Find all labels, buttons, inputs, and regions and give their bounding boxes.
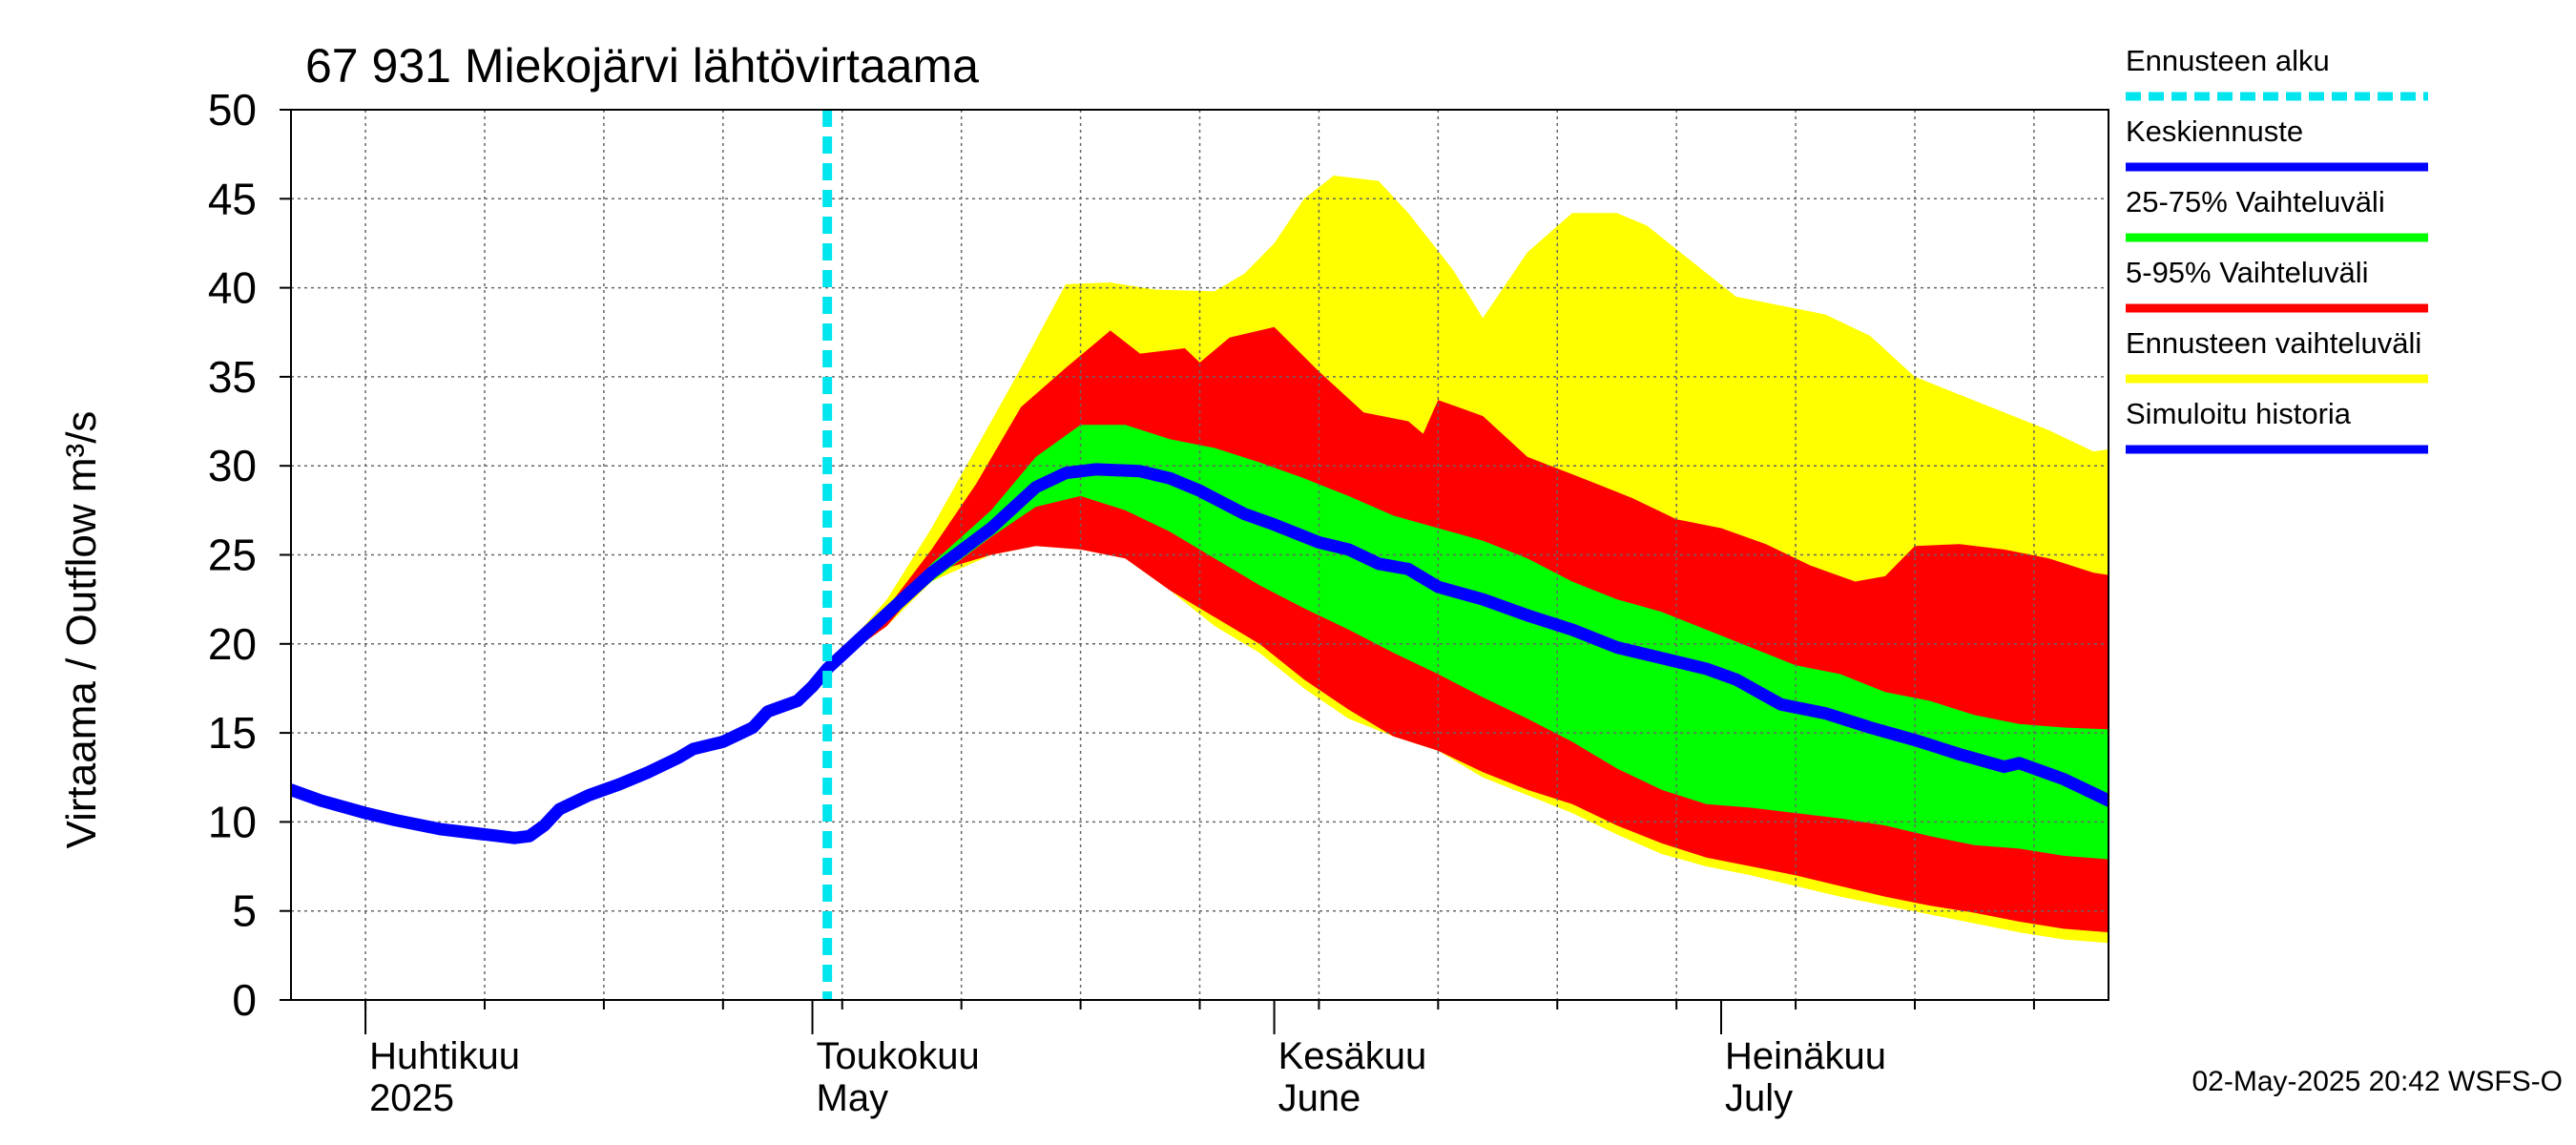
- y-axis-label: Virtaama / Outflow m³/s: [58, 411, 105, 849]
- y-tick-label: 20: [208, 619, 257, 669]
- y-tick-label: 10: [208, 797, 257, 846]
- y-tick-label: 50: [208, 85, 257, 135]
- y-tick-label: 5: [232, 886, 257, 936]
- legend-label: 5-95% Vaihteluväli: [2126, 256, 2368, 289]
- legend-label: Ennusteen alku: [2126, 44, 2330, 77]
- x-month-label: June: [1278, 1077, 1361, 1119]
- axes: 05101520253035404550Huhtikuu2025Toukokuu…: [208, 85, 2109, 1119]
- y-tick-label: 35: [208, 352, 257, 402]
- forecast-bands: [827, 176, 2109, 944]
- y-tick-label: 30: [208, 441, 257, 490]
- timestamp-footer: 02-May-2025 20:42 WSFS-O: [2192, 1066, 2564, 1097]
- y-tick-label: 25: [208, 531, 257, 580]
- y-tick-label: 0: [232, 975, 257, 1025]
- legend: Ennusteen alku Keskiennuste 25-75% Vaihtel…: [2126, 44, 2428, 454]
- band-25-75-vaihteluv-li: [827, 425, 2109, 860]
- x-month-label: 2025: [369, 1077, 454, 1119]
- x-month-label: Huhtikuu: [369, 1035, 520, 1077]
- x-month-label: May: [817, 1077, 889, 1119]
- legend-label: 25-75% Vaihteluväli: [2126, 185, 2385, 219]
- median-forecast-line: [821, 463, 2109, 807]
- grid: [291, 109, 2109, 1000]
- x-month-label: Heinäkuu: [1725, 1035, 1886, 1077]
- x-month-label: July: [1725, 1077, 1793, 1119]
- y-tick-label: 45: [208, 174, 257, 223]
- x-month-label: Toukokuu: [817, 1035, 980, 1077]
- series-lines: [291, 110, 2109, 1000]
- x-month-label: Kesäkuu: [1278, 1035, 1427, 1077]
- legend-label: Simuloitu historia: [2126, 397, 2352, 430]
- y-tick-label: 40: [208, 263, 257, 313]
- history-line: [291, 662, 834, 844]
- chart-title: 67 931 Miekojärvi lähtövirtaama: [305, 39, 979, 93]
- y-tick-label: 15: [208, 708, 257, 758]
- legend-label: Keskiennuste: [2126, 114, 2303, 148]
- legend-label: Ennusteen vaihteluväli: [2126, 326, 2421, 360]
